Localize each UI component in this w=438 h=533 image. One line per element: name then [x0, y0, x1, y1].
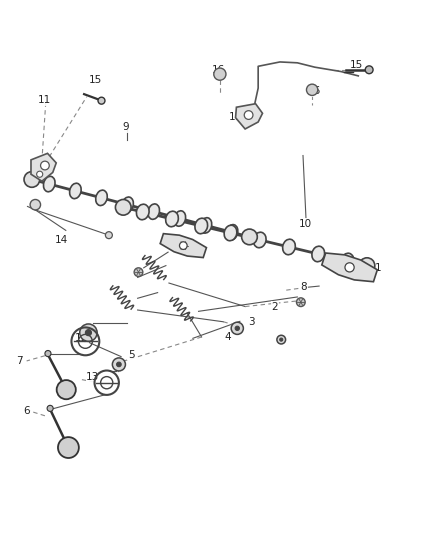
Circle shape — [58, 437, 79, 458]
Circle shape — [117, 362, 121, 367]
Circle shape — [359, 258, 375, 273]
Ellipse shape — [166, 211, 178, 227]
Ellipse shape — [253, 232, 266, 248]
Ellipse shape — [341, 253, 354, 269]
Ellipse shape — [43, 176, 55, 192]
Circle shape — [37, 171, 43, 177]
Circle shape — [180, 242, 187, 249]
Ellipse shape — [226, 224, 238, 240]
Circle shape — [231, 322, 244, 334]
Text: 11: 11 — [38, 95, 52, 105]
Polygon shape — [322, 253, 377, 282]
Circle shape — [277, 335, 286, 344]
Circle shape — [85, 329, 92, 336]
Circle shape — [57, 380, 76, 399]
Circle shape — [235, 326, 240, 330]
Text: 13: 13 — [86, 373, 99, 383]
Text: 12: 12 — [75, 333, 88, 343]
Circle shape — [297, 298, 305, 306]
Circle shape — [24, 172, 40, 187]
Text: 4: 4 — [224, 333, 231, 342]
Circle shape — [365, 66, 373, 74]
Ellipse shape — [148, 204, 159, 220]
Text: 16: 16 — [212, 65, 225, 75]
Text: 9: 9 — [122, 122, 129, 132]
Text: 6: 6 — [23, 406, 30, 416]
Ellipse shape — [283, 239, 295, 255]
Circle shape — [106, 232, 113, 239]
Circle shape — [47, 405, 53, 411]
Text: 16: 16 — [308, 86, 321, 96]
Text: 11: 11 — [229, 112, 242, 122]
Text: 5: 5 — [128, 350, 134, 360]
Text: 8: 8 — [300, 282, 307, 293]
Ellipse shape — [136, 204, 149, 220]
Ellipse shape — [122, 197, 134, 213]
Circle shape — [98, 97, 105, 104]
Polygon shape — [160, 233, 206, 257]
Text: 10: 10 — [299, 219, 312, 229]
Text: 7: 7 — [16, 356, 23, 366]
Text: 15: 15 — [88, 75, 102, 85]
Circle shape — [280, 338, 283, 341]
Text: 1: 1 — [374, 263, 381, 273]
Ellipse shape — [174, 211, 186, 226]
Circle shape — [113, 358, 125, 371]
Circle shape — [307, 84, 318, 95]
Circle shape — [41, 161, 49, 170]
Circle shape — [242, 229, 257, 245]
Circle shape — [45, 351, 51, 357]
Text: 14: 14 — [55, 235, 68, 245]
Ellipse shape — [70, 183, 81, 199]
Circle shape — [30, 199, 41, 210]
Text: 2: 2 — [272, 302, 278, 312]
Polygon shape — [31, 154, 56, 181]
Circle shape — [116, 199, 131, 215]
Polygon shape — [236, 104, 262, 129]
Ellipse shape — [200, 217, 212, 233]
Ellipse shape — [312, 246, 325, 262]
Ellipse shape — [95, 190, 107, 206]
Circle shape — [80, 324, 97, 341]
Circle shape — [244, 111, 253, 119]
Ellipse shape — [195, 218, 208, 234]
Circle shape — [178, 240, 189, 251]
Text: 15: 15 — [350, 60, 363, 70]
Circle shape — [345, 263, 354, 272]
Circle shape — [214, 68, 226, 80]
Text: 3: 3 — [248, 317, 255, 327]
Circle shape — [134, 268, 143, 277]
Ellipse shape — [224, 225, 237, 241]
